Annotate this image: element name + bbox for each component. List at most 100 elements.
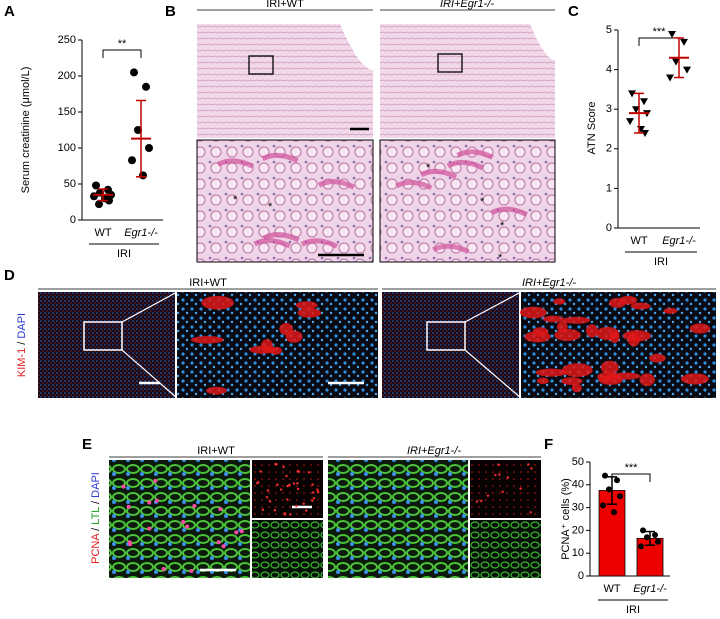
- zoom-box: [437, 53, 463, 73]
- nucleus: [221, 544, 226, 549]
- significance: ***: [625, 462, 639, 474]
- nucleus: [316, 488, 319, 491]
- data-point: [632, 106, 640, 114]
- data-point: [602, 472, 608, 479]
- micrograph: [380, 24, 555, 138]
- nucleus: [307, 471, 311, 474]
- micrograph: [252, 520, 323, 578]
- nucleus: [296, 482, 299, 485]
- y-tick-label: 3: [606, 103, 612, 115]
- data-point: [134, 126, 142, 134]
- nucleus: [312, 497, 316, 500]
- tubule: [297, 307, 322, 318]
- significance-bracket: [638, 37, 680, 46]
- nucleus: [317, 490, 320, 494]
- data-point: [644, 534, 650, 541]
- tubule: [554, 329, 581, 341]
- nucleus: [189, 569, 194, 574]
- data-point: [142, 82, 150, 91]
- tubule: [627, 332, 640, 347]
- micrograph: [252, 460, 323, 518]
- micrograph: [470, 520, 541, 578]
- nucleus: [265, 495, 269, 499]
- background: [530, 24, 555, 60]
- zoom-box: [248, 55, 274, 75]
- nucleus: [302, 502, 305, 505]
- nucleus: [218, 507, 223, 512]
- panel-letter: A: [4, 3, 15, 20]
- nucleus: [297, 470, 301, 473]
- image-label: IRI+WT: [197, 445, 235, 457]
- y-tick-label: 30: [572, 502, 584, 514]
- nucleus: [153, 478, 158, 483]
- tubule: [295, 301, 318, 310]
- asterisk: *: [480, 196, 485, 208]
- data-point: [90, 192, 98, 201]
- nucleus: [498, 473, 501, 476]
- nucleus: [506, 476, 510, 479]
- data-point: [606, 486, 612, 493]
- nucleus: [292, 482, 296, 485]
- nucleus: [285, 474, 288, 478]
- data-point: [640, 98, 648, 106]
- tubule: [279, 322, 294, 336]
- data-point: [666, 74, 674, 82]
- background: [340, 24, 373, 70]
- nucleus: [181, 520, 186, 525]
- tubule: [206, 386, 227, 395]
- tubule: [542, 315, 564, 323]
- nucleus: [276, 483, 279, 486]
- cast: [261, 152, 299, 164]
- tubule: [562, 316, 591, 324]
- micrograph: [177, 292, 378, 398]
- significance: **: [118, 38, 127, 50]
- y-tick-label: 10: [572, 547, 584, 559]
- data-point: [655, 538, 661, 545]
- nucleus: [486, 494, 490, 497]
- tubule: [689, 323, 711, 334]
- data-point: [614, 477, 620, 484]
- nucleus: [273, 508, 277, 512]
- data-point: [600, 502, 606, 509]
- panel-letter: E: [82, 436, 92, 453]
- significance-bracket: [102, 49, 142, 58]
- cast: [395, 179, 433, 191]
- asterisk: *: [268, 201, 273, 213]
- y-tick-label: 40: [572, 479, 584, 491]
- data-point: [668, 30, 676, 38]
- nucleus: [289, 513, 292, 516]
- tubule: [201, 295, 234, 310]
- data-point: [145, 144, 153, 152]
- panel-letter: F: [544, 436, 553, 453]
- nucleus: [501, 490, 504, 493]
- nucleus: [295, 504, 298, 508]
- tubule: [190, 336, 224, 344]
- cast: [490, 206, 528, 217]
- nucleus: [480, 499, 483, 503]
- group-label: IRI: [117, 248, 131, 260]
- data-point: [130, 68, 138, 77]
- nucleus: [530, 467, 533, 470]
- nucleus: [279, 488, 283, 491]
- x-tick-label: Egr1-/-: [124, 227, 158, 239]
- tubule: [535, 368, 568, 377]
- nucleus: [296, 487, 300, 491]
- cast: [262, 232, 300, 243]
- stain-label: KIM-1 / DAPI: [16, 313, 28, 377]
- y-tick-label: 50: [572, 456, 584, 468]
- y-tick-label: 2: [606, 143, 612, 155]
- panel-letter: C: [568, 3, 579, 20]
- tubule: [556, 321, 568, 332]
- image-label: IRI+Egr1-/-: [440, 0, 494, 10]
- tubule: [562, 363, 593, 377]
- nucleus: [494, 473, 497, 477]
- cast: [446, 159, 484, 171]
- tubule: [630, 302, 651, 310]
- zoom-lines: [121, 291, 522, 399]
- data-point: [617, 493, 623, 500]
- x-tick-label: WT: [630, 235, 647, 247]
- group-label: IRI: [654, 256, 668, 268]
- image-label: IRI+WT: [266, 0, 304, 10]
- nucleus: [311, 499, 314, 502]
- tubule: [663, 307, 678, 314]
